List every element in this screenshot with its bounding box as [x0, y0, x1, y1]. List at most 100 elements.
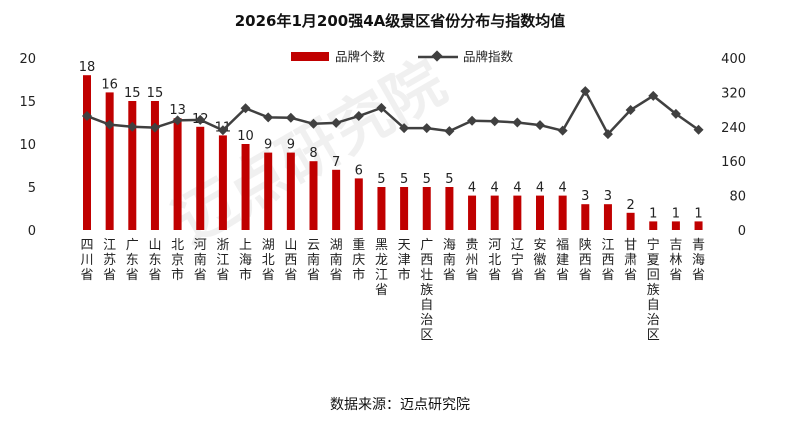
- bar-data-label: 1: [649, 206, 657, 221]
- bar: [558, 195, 567, 230]
- category-label: 辽宁省: [511, 238, 524, 283]
- bar-data-label: 16: [101, 77, 118, 92]
- bar-data-label: 4: [536, 181, 544, 196]
- bar: [105, 92, 114, 231]
- bar: [377, 187, 386, 230]
- line-point: [127, 121, 138, 132]
- line-path: [86, 88, 700, 137]
- category-label: 湖北省: [262, 238, 275, 283]
- bar: [445, 187, 454, 230]
- bar-series: 181615151312111099876555544444332111: [79, 60, 703, 231]
- line-point: [421, 123, 432, 134]
- bar-data-label: 4: [559, 181, 567, 196]
- category-label: 福建省: [556, 238, 569, 283]
- line-point: [217, 125, 228, 136]
- category-label: 山西省: [284, 238, 297, 283]
- category-label: 甘肃省: [624, 238, 637, 283]
- source-note: 数据来源：迈点研究院: [330, 397, 470, 413]
- category-label: 江西省: [601, 238, 614, 283]
- y-right-tick: 0: [738, 224, 746, 239]
- bar: [309, 161, 318, 230]
- category-label: 河北省: [488, 238, 501, 283]
- bar-data-label: 5: [377, 172, 385, 187]
- category-label: 河南省: [194, 238, 207, 283]
- bar: [603, 204, 612, 230]
- bar-data-label: 5: [445, 172, 453, 187]
- category-label: 贵州省: [466, 238, 479, 283]
- category-label: 陕西省: [579, 238, 592, 283]
- line-point: [557, 125, 568, 136]
- bar-data-label: 8: [309, 146, 317, 161]
- y-axis-left: 0 5 10 15 20: [19, 52, 36, 239]
- legend: 品牌个数 品牌指数: [291, 49, 514, 64]
- bar-data-label: 10: [237, 129, 254, 144]
- bar: [422, 187, 431, 230]
- y-right-tick: 160: [721, 155, 746, 170]
- line-point: [331, 117, 342, 128]
- category-label: 云南省: [307, 238, 320, 283]
- bar-data-label: 3: [604, 189, 612, 204]
- line-point: [172, 115, 183, 126]
- bar-data-label: 5: [423, 172, 431, 187]
- y-left-tick: 20: [19, 52, 36, 67]
- line-point: [82, 111, 92, 122]
- category-label: 安徽省: [533, 238, 546, 283]
- legend-bar-swatch: [291, 52, 329, 61]
- y-left-tick: 15: [19, 95, 36, 110]
- y-right-tick: 400: [721, 52, 746, 67]
- category-label: 广西壮族自治区: [420, 238, 433, 343]
- category-label: 天津市: [398, 238, 411, 283]
- bar: [173, 118, 182, 230]
- bar: [490, 195, 499, 230]
- line-point: [489, 116, 500, 127]
- line-point: [263, 112, 274, 123]
- bar-data-label: 4: [468, 181, 476, 196]
- category-label: 海南省: [443, 238, 456, 283]
- category-label: 四川省: [80, 238, 93, 283]
- bar: [694, 221, 703, 230]
- y-right-tick: 320: [721, 86, 746, 101]
- category-label: 青海省: [692, 238, 705, 283]
- line-point: [444, 126, 455, 137]
- legend-line-marker: [431, 50, 443, 62]
- line-point: [693, 124, 704, 135]
- bar-data-label: 13: [169, 103, 186, 118]
- y-left-tick: 10: [19, 138, 36, 153]
- line-point: [670, 108, 681, 119]
- category-label: 江苏省: [103, 238, 116, 283]
- bar: [671, 221, 680, 230]
- bar-data-label: 9: [287, 138, 295, 153]
- y-right-tick: 240: [721, 121, 746, 136]
- line-point: [308, 118, 319, 129]
- category-label: 浙江省: [216, 238, 229, 283]
- bar: [241, 144, 250, 230]
- bar: [286, 152, 295, 230]
- category-labels: 四川省江苏省广东省山东省北京市河南省浙江省上海市湖北省山西省云南省湖南省重庆市黑…: [80, 237, 705, 343]
- line-point: [104, 119, 115, 130]
- bar: [581, 204, 590, 230]
- bar: [400, 187, 409, 230]
- category-label: 上海市: [239, 238, 252, 283]
- line-series: [82, 86, 704, 140]
- bar: [626, 212, 635, 230]
- bar-data-label: 9: [264, 138, 272, 153]
- bar-data-label: 4: [513, 181, 521, 196]
- line-point: [399, 123, 410, 134]
- bar-data-label: 6: [355, 163, 363, 178]
- category-label: 宁夏回族自治区: [647, 237, 660, 343]
- line-point: [648, 90, 659, 101]
- bar: [536, 195, 544, 230]
- bar-data-label: 1: [672, 206, 680, 221]
- bar-data-label: 5: [400, 172, 408, 187]
- line-point: [602, 129, 613, 140]
- bar: [150, 101, 159, 230]
- bar-data-label: 15: [147, 86, 164, 101]
- bar: [128, 101, 137, 230]
- bar: [468, 195, 477, 230]
- bar: [649, 221, 658, 230]
- y-left-tick: 5: [28, 181, 36, 196]
- category-label: 广东省: [126, 238, 139, 283]
- category-label: 北京市: [171, 238, 184, 283]
- line-point: [240, 103, 251, 114]
